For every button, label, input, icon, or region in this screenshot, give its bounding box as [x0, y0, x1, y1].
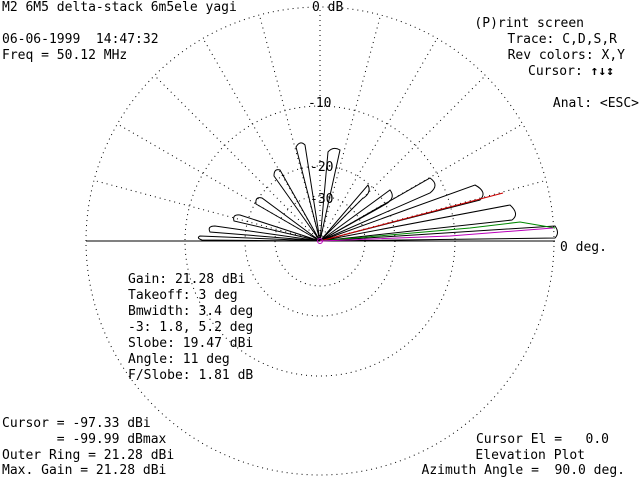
- lobe-right-5: [319, 184, 370, 242]
- lobe-left-4: [208, 225, 321, 242]
- angle-spokes: [93, 7, 547, 242]
- lobe-right-4: [319, 189, 393, 242]
- rev-colors-option[interactable]: Rev colors: X,Y: [507, 48, 625, 63]
- main-lobe: [319, 225, 558, 242]
- slobe-stat: Slobe: 19.47 dBi: [128, 336, 254, 351]
- bmwidth-stat: Bmwidth: 3.4 deg: [128, 304, 254, 319]
- gain-stat: Gain: 21.28 dBi: [128, 272, 246, 287]
- lobe-right-3: [319, 177, 436, 242]
- spoke-165-deg: [93, 179, 321, 242]
- lobe-right-1: [319, 204, 516, 242]
- outer-ring-readout: Outer Ring = 21.28 dBi: [2, 448, 175, 463]
- ring-label-minus-20: -20: [310, 160, 334, 175]
- plot-center-marker: [317, 238, 323, 244]
- fslobe-stat: F/Slobe: 1.81 dB: [128, 368, 254, 383]
- cursor-option-label: Cursor:: [528, 64, 583, 79]
- anal-option[interactable]: Anal: <ESC>: [552, 96, 639, 111]
- max-gain-readout: Max. Gain = 21.28 dBi: [2, 463, 167, 478]
- ring-label-minus-10: -10: [308, 96, 332, 111]
- plot-type-label: Elevation Plot: [475, 448, 585, 463]
- azimuth-angle-readout: Azimuth Angle = 90.0 deg.: [421, 463, 626, 478]
- takeoff-stat: Takeoff: 3 deg: [128, 288, 238, 303]
- cursor-arrows-icon: ↑↓↕: [590, 64, 615, 79]
- trace-option[interactable]: Trace: C,D,S,R: [507, 32, 617, 47]
- lobe-left-3: [233, 214, 321, 242]
- angle-stat: Angle: 11 deg: [128, 352, 230, 367]
- cursor-elevation-readout: Cursor El = 0.0: [475, 432, 609, 447]
- spoke-60-deg: [319, 38, 438, 242]
- trace-purple-line: [319, 227, 554, 242]
- radiation-pattern: [197, 142, 558, 242]
- lobe-left-1: [273, 169, 321, 242]
- lobe-left-5: [197, 235, 321, 242]
- cursor-dbmax-readout: = -99.99 dBmax: [2, 432, 167, 447]
- spoke-75-deg: [319, 14, 382, 242]
- ring-label-minus-30: -30: [310, 192, 334, 207]
- lobe-left-2: [255, 197, 321, 242]
- date-time: 06-06-1999 14:47:32: [2, 32, 159, 47]
- lobe-up-1: [319, 147, 341, 242]
- antenna-title: M2 6M5 delta-stack 6m5ele yagi: [2, 0, 237, 15]
- cursor-option[interactable]: Cursor: ↑↓↕: [528, 64, 614, 79]
- cursor-dbi-readout: Cursor = -97.33 dBi: [2, 416, 151, 431]
- spoke-135-deg: [154, 75, 321, 242]
- top-db-label: 0 dB: [312, 0, 344, 15]
- trace-red-line: [319, 192, 504, 242]
- print-screen-option[interactable]: (P)rint screen: [474, 16, 584, 31]
- minus3-stat: -3: 1.8, 5.2 deg: [128, 320, 254, 335]
- lobe-right-2: [319, 184, 484, 242]
- trace-green-line: [319, 221, 556, 242]
- zero-deg-label: 0 deg.: [560, 240, 607, 255]
- spoke-45-deg: [319, 75, 486, 242]
- lobe-up-2: [295, 142, 321, 242]
- frequency-readout: Freq = 50.12 MHz: [2, 48, 128, 63]
